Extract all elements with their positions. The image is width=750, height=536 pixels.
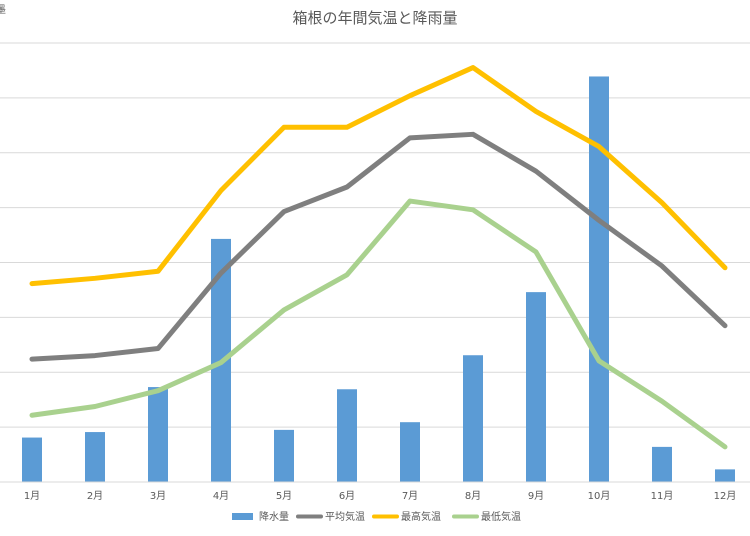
- bar-12: [715, 469, 735, 482]
- line-series-2: [29, 65, 728, 287]
- bar-1: [22, 437, 42, 482]
- x-tick-label: 9月: [528, 490, 544, 502]
- bar-3: [148, 387, 168, 482]
- line-series-1: [29, 131, 728, 362]
- bar-6: [337, 389, 357, 482]
- bar-11: [652, 446, 672, 482]
- x-tick-label: 5月: [276, 490, 292, 502]
- legend-label: 最低気温: [481, 510, 521, 523]
- bar-2: [85, 432, 105, 482]
- x-tick-label: 11月: [651, 490, 674, 502]
- x-tick-label: 4月: [213, 490, 229, 502]
- clipped-axis-label: 墨: [0, 4, 6, 16]
- legend-label: 平均気温: [325, 510, 365, 523]
- legend: 降水量 平均気温 最高気温 最低気温: [232, 510, 521, 523]
- bar-series: [22, 76, 735, 482]
- bar-9: [526, 292, 546, 482]
- x-tick-label: 2月: [87, 490, 103, 502]
- legend-label: 最高気温: [401, 510, 441, 523]
- x-tick-label: 12月: [714, 490, 737, 502]
- bar-10: [589, 76, 609, 482]
- line-series: [29, 65, 728, 450]
- x-tick-label: 3月: [150, 490, 166, 502]
- legend-swatch: [232, 513, 253, 520]
- chart-title: 箱根の年間気温と降雨量: [292, 9, 457, 27]
- bar-7: [400, 422, 420, 482]
- x-tick-label: 1月: [24, 490, 40, 502]
- x-tick-label: 10月: [588, 490, 611, 502]
- x-tick-label: 7月: [402, 490, 418, 502]
- gridlines: [0, 42, 750, 483]
- legend-label: 降水量: [259, 510, 289, 523]
- bar-8: [463, 355, 483, 482]
- x-tick-label: 8月: [465, 490, 481, 502]
- x-axis: 1月 2月 3月 4月 5月 6月 7月 8月 9月 10月 11月 12月: [0, 481, 750, 502]
- x-tick-label: 6月: [339, 490, 355, 502]
- bar-5: [274, 429, 294, 482]
- line-series-3: [29, 198, 728, 450]
